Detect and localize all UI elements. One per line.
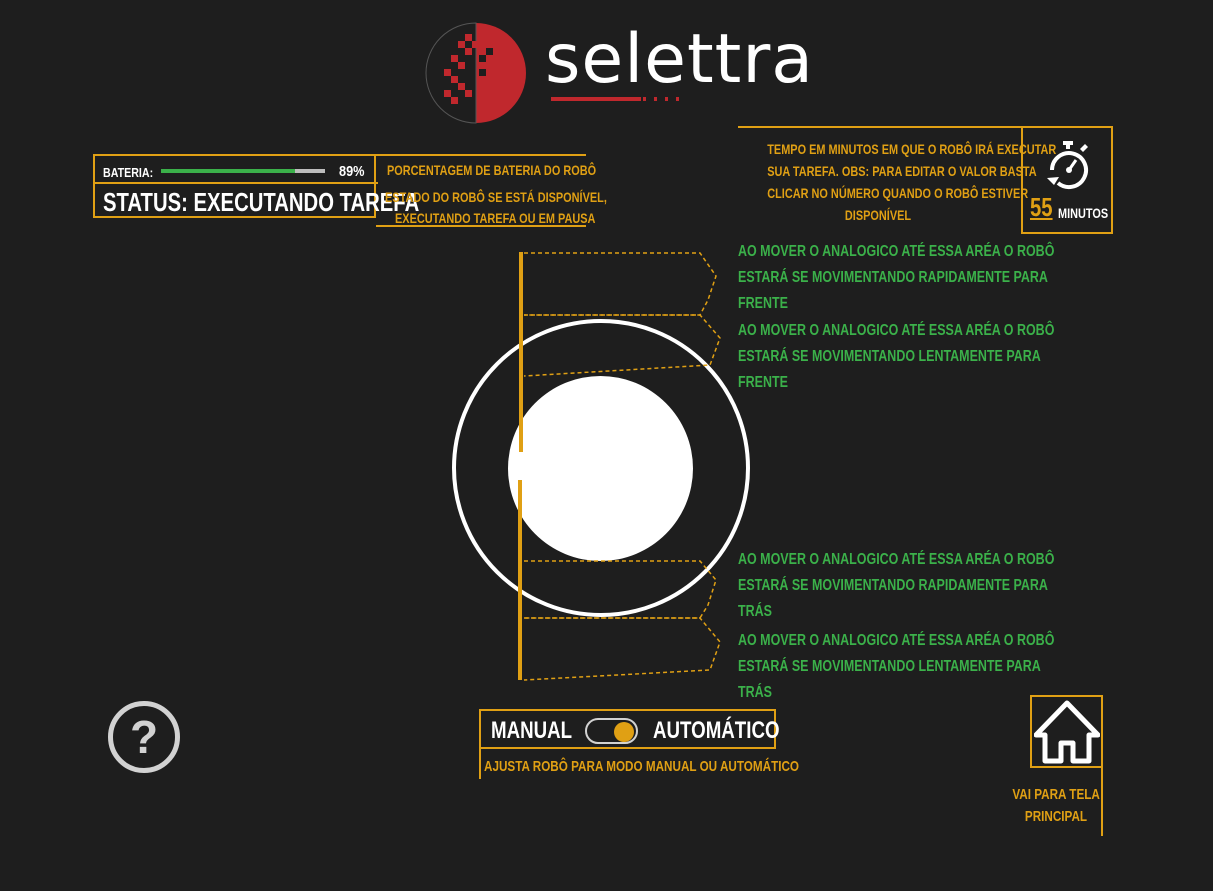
mode-toggle-switch[interactable] <box>585 718 638 744</box>
timer-note-line4: DISPONÍVEL <box>844 207 912 223</box>
zone-note-slow-backward: AO MOVER O ANALOGICO ATÉ ESSA ARÉA O ROB… <box>738 632 1055 701</box>
status-note-line <box>376 225 586 227</box>
battery-label: BATERIA: <box>103 165 154 180</box>
home-note-line <box>1101 768 1103 836</box>
timer-note-line2: SUA TAREFA. OBS: PARA EDITAR O VALOR BAS… <box>767 163 1037 179</box>
timer-value[interactable]: 55 <box>1030 192 1053 222</box>
timer-unit: MINUTOS <box>1058 205 1109 221</box>
status-note-line2: EXECUTANDO TAREFA OU EM PAUSA <box>395 210 596 226</box>
help-icon[interactable]: ? <box>108 701 180 773</box>
home-note-line2: PRINCIPAL <box>1024 808 1088 825</box>
battery-note: PORCENTAGEM DE BATERIA DO ROBÔ <box>387 162 597 178</box>
battery-bar-fill <box>161 169 295 173</box>
mode-toggle-panel: MANUAL AUTOMÁTICO <box>479 709 780 749</box>
mode-manual-label[interactable]: MANUAL <box>491 717 573 744</box>
status-panel: BATERIA: 89% STATUS: EXECUTANDO TAREFA <box>93 154 419 218</box>
battery-note-line <box>376 154 586 156</box>
timer-panel: 55 MINUTOS <box>1021 126 1113 234</box>
battery-bar <box>161 169 325 173</box>
zone-note-slow-forward: AO MOVER O ANALOGICO ATÉ ESSA ARÉA O ROB… <box>738 322 1055 391</box>
timer-note-line1: TEMPO EM MINUTOS EM QUE O ROBÔ IRÁ EXECU… <box>767 141 1057 157</box>
joystick-zone-guides <box>518 252 721 681</box>
home-note-line1: VAI PARA TELA <box>1012 786 1100 803</box>
mode-note: AJUSTA ROBÔ PARA MODO MANUAL OU AUTOMÁTI… <box>484 758 800 775</box>
home-icon <box>1034 700 1100 764</box>
status-note-line1: ESTADO DO ROBÔ SE ESTÁ DISPONÍVEL, <box>385 189 607 205</box>
mode-toggle-knob <box>614 722 634 742</box>
timer-note-line <box>738 126 1022 128</box>
battery-percent: 89% <box>339 163 365 180</box>
brand-underline-dots <box>643 97 679 101</box>
battery-row: BATERIA: 89% <box>95 156 378 184</box>
zone-note-fast-backward: AO MOVER O ANALOGICO ATÉ ESSA ARÉA O ROB… <box>738 551 1055 620</box>
stopwatch-icon <box>1047 141 1088 189</box>
mode-auto-label[interactable]: AUTOMÁTICO <box>653 717 780 744</box>
brand-name: selettra <box>545 20 814 99</box>
joystick-knob[interactable] <box>508 376 693 561</box>
home-button[interactable] <box>1030 695 1103 768</box>
timer-note: TEMPO EM MINUTOS EM QUE O ROBÔ IRÁ EXECU… <box>736 138 1057 226</box>
help-glyph: ? <box>129 711 159 763</box>
zone-note-fast-forward: AO MOVER O ANALOGICO ATÉ ESSA ARÉA O ROB… <box>738 243 1055 312</box>
selettra-logo-icon <box>425 22 526 124</box>
joystick-base <box>452 319 750 617</box>
home-note: VAI PARA TELA PRINCIPAL <box>1000 784 1112 828</box>
brand-underline <box>551 97 641 101</box>
status-text: STATUS: EXECUTANDO TAREFA <box>103 187 420 217</box>
timer-note-line3: CLICAR NO NÚMERO QUANDO O ROBÔ ESTIVER <box>767 185 1029 201</box>
mode-note-line <box>479 749 481 779</box>
